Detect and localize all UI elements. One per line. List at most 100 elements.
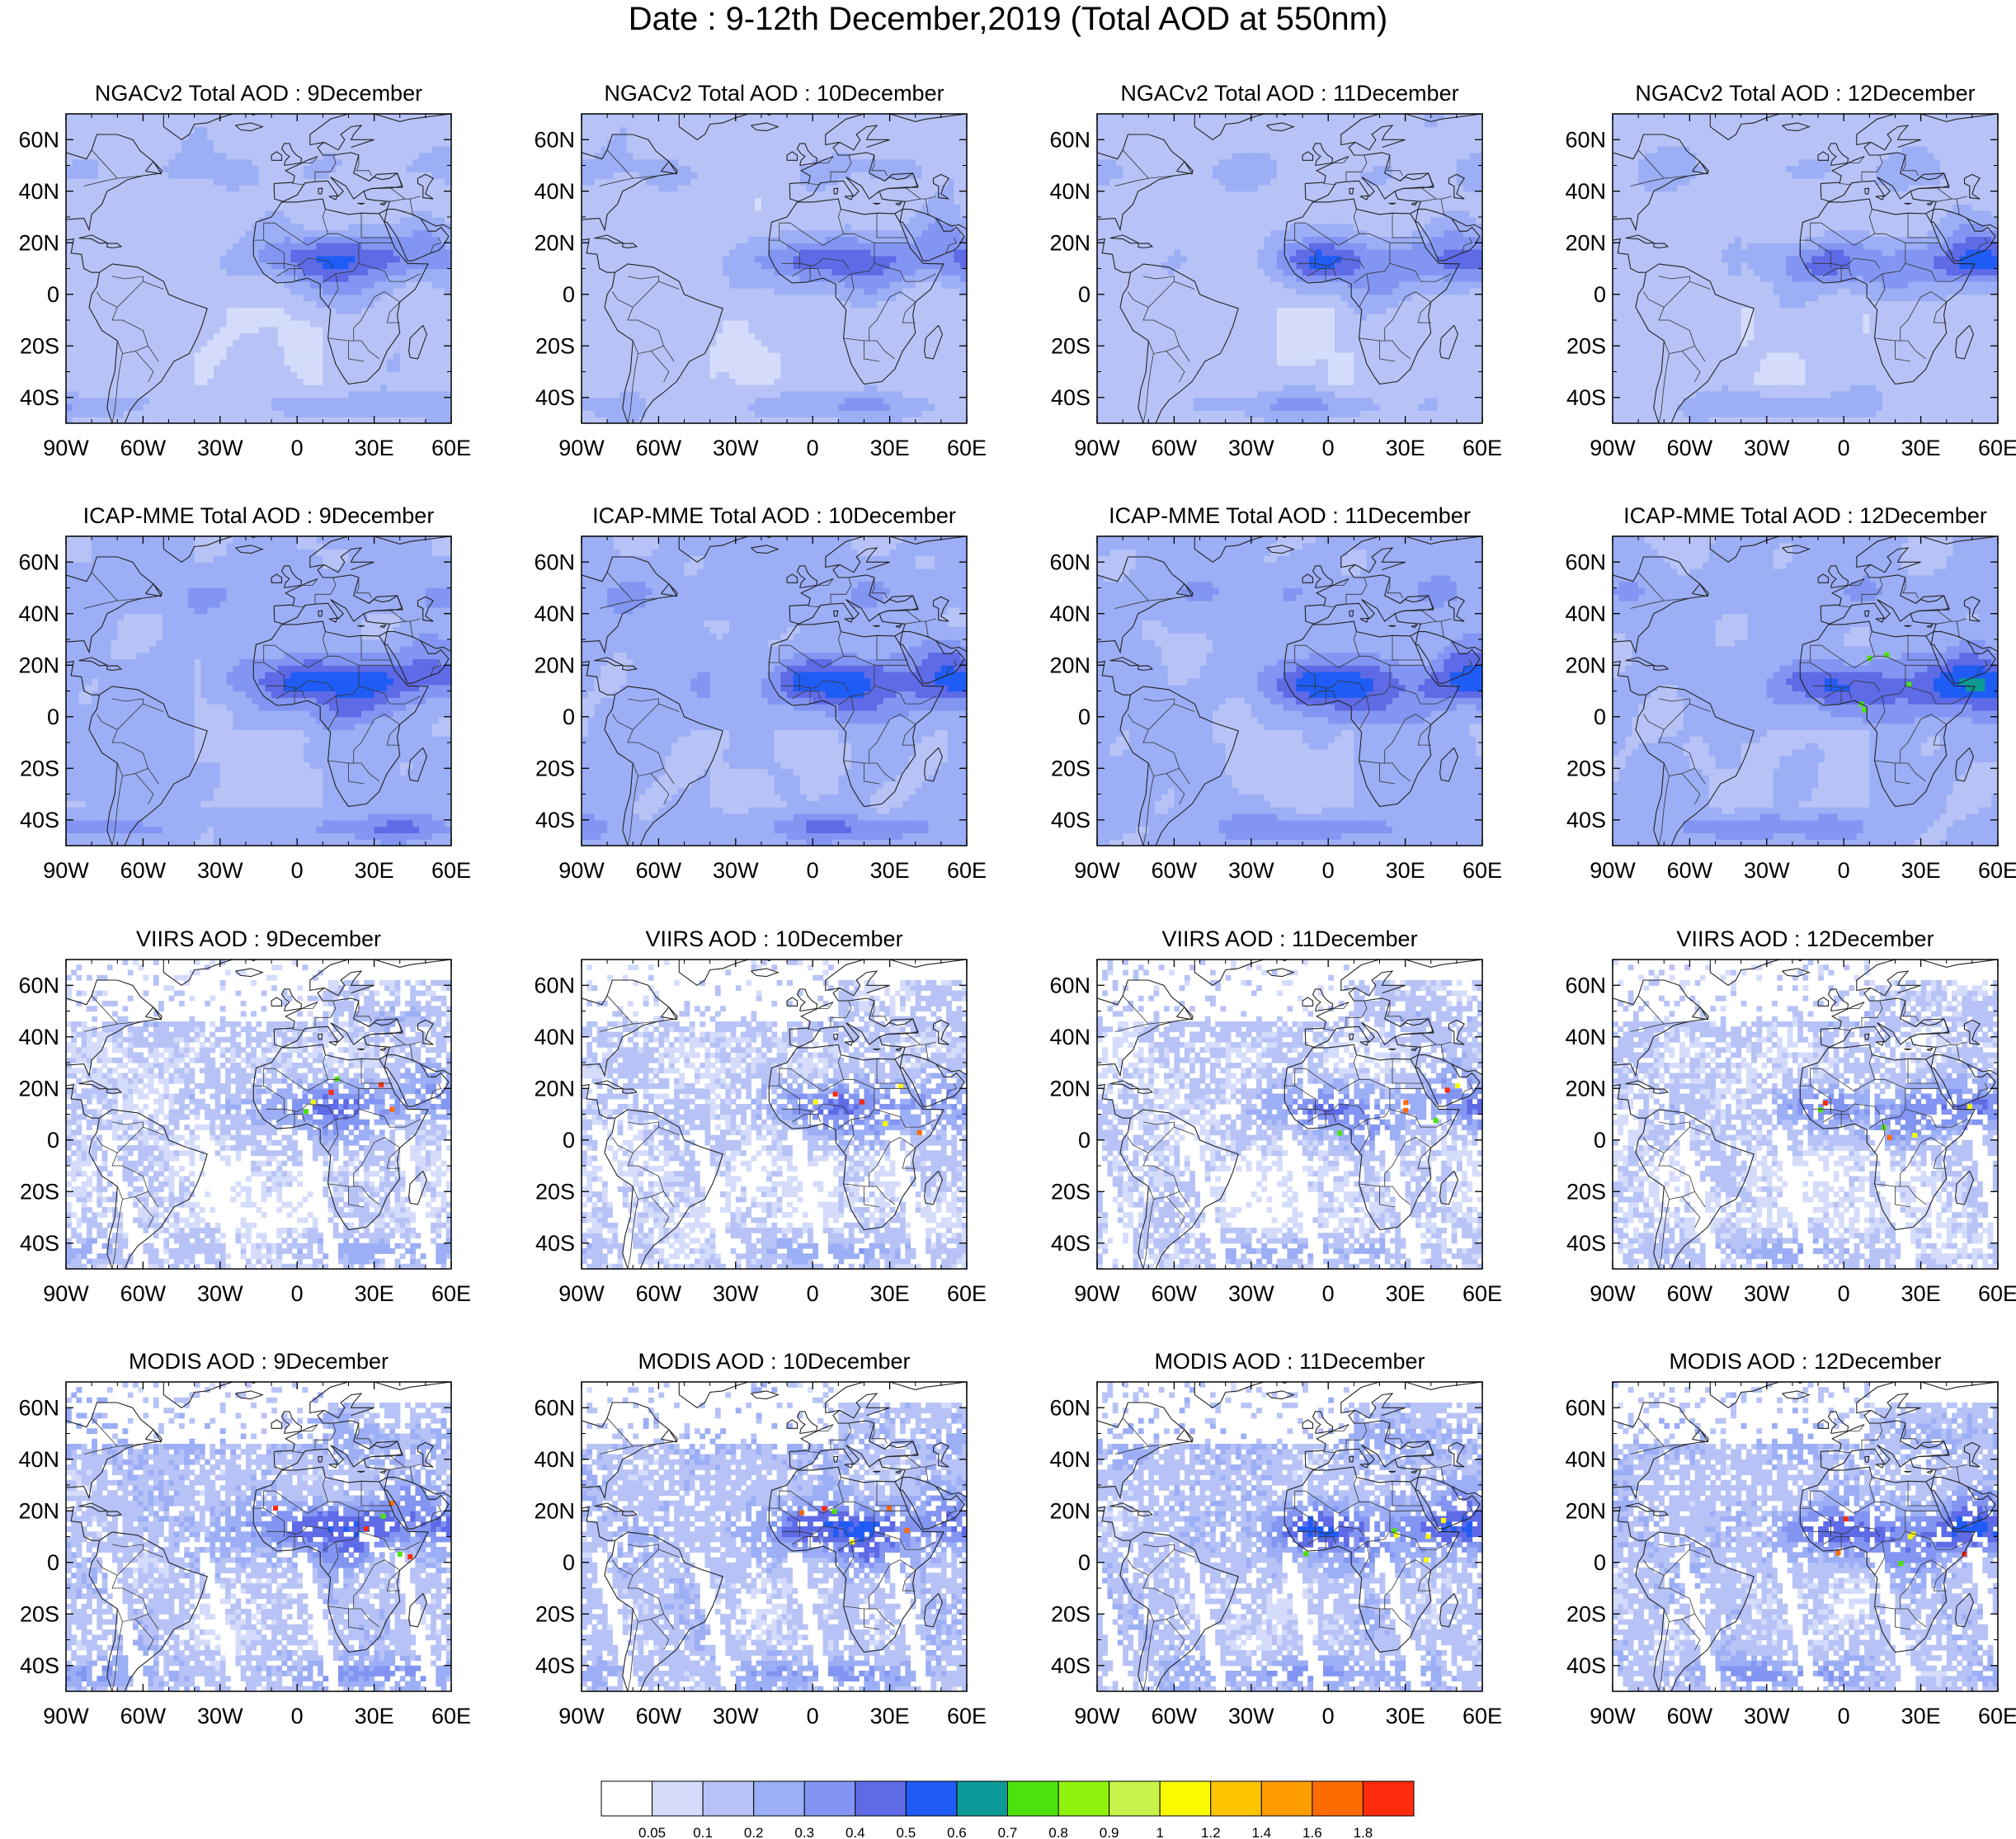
aod-cell [393,320,401,328]
aod-cell [774,210,781,218]
aod-cell [323,287,330,295]
aod-cell [284,365,292,373]
aod-cell [290,346,298,353]
aod-cell [181,146,189,153]
aod-cell [607,410,615,417]
aod-cell [419,223,426,231]
aod-cell [748,346,756,353]
aod-cell [130,165,138,172]
aod-cell [124,332,131,341]
aod-cell [168,314,176,321]
aod-cell [329,262,337,270]
aod-cell [438,223,445,231]
aod-cell [316,307,323,314]
aod-cell [626,371,634,379]
aod-cell [619,352,628,360]
aod-cell [355,287,362,295]
aod-cell [117,126,125,134]
aod-cell [838,371,845,379]
aod-cell [78,307,86,314]
aod-cell [594,172,601,179]
aod-cell [639,314,647,321]
aod-cell [124,178,131,186]
aod-cell [277,229,285,238]
aod-cell [380,217,388,224]
aod-cell [755,152,762,160]
aod-cell [297,268,304,276]
aod-cell [66,384,73,392]
aod-cell [303,191,311,199]
aod-cell [406,236,413,243]
aod-cell [626,223,634,231]
aod-cell [748,332,756,341]
aod-cell [72,294,80,302]
aod-cell [445,249,451,257]
aod-cell [716,390,723,398]
aod-cell [684,397,691,405]
aod-cell [367,403,375,411]
aod-cell [761,307,769,314]
aod-cell [367,320,375,328]
aod-cell [355,243,362,250]
aod-cell [309,158,318,167]
aod-cell [825,217,833,224]
aod-cell [793,275,801,282]
aod-cell [297,332,304,341]
aod-cell [838,397,845,405]
aod-cell [431,403,440,411]
aod-cell [252,287,260,295]
aod-cell [639,243,647,250]
aod-cell [271,139,279,147]
aod-cell [329,307,337,314]
aod-cell [780,371,788,379]
aod-cell [348,255,356,263]
aod-cell [226,281,233,289]
aod-cell [761,371,769,379]
aod-cell [587,346,596,353]
aod-cell [723,287,730,295]
aod-cell [703,417,711,423]
aod-cell [374,178,381,186]
aod-cell [582,314,589,321]
aod-cell [181,262,189,270]
aod-cell [258,236,266,243]
aod-cell [367,332,375,341]
aod-cell [168,352,176,360]
aod-cell [155,390,163,398]
aod-cell [582,114,589,121]
aod-cell [387,255,394,263]
aod-cell [323,339,330,347]
aod-cell [831,300,839,308]
aod-cell [111,320,118,328]
aod-cell [671,139,679,147]
aod-cell [284,410,292,417]
aod-cell [175,243,182,250]
aod-cell [329,243,337,250]
aod-cell [367,397,375,405]
aod-cell [639,371,647,379]
aod-cell [284,197,292,205]
aod-cell [245,229,253,238]
aod-cell [329,255,337,263]
aod-cell [431,217,440,224]
aod-cell [194,300,202,308]
aod-cell [445,229,451,238]
aod-cell [639,287,647,295]
aod-cell [652,275,659,282]
aod-cell [813,390,820,398]
aod-cell [355,307,362,314]
aod-cell [200,390,208,398]
aod-cell [284,158,292,167]
aod-cell [619,178,628,186]
aod-cell [761,346,769,353]
aod-cell [671,275,679,282]
aod-cell [431,410,440,417]
aod-cell [697,268,704,276]
aod-cell [130,300,138,308]
aod-cell [393,172,401,179]
aod-cell [271,371,279,379]
aod-cell [787,114,794,121]
aod-cell [818,178,827,186]
aod-cell [258,133,266,140]
aod-cell [117,197,125,205]
